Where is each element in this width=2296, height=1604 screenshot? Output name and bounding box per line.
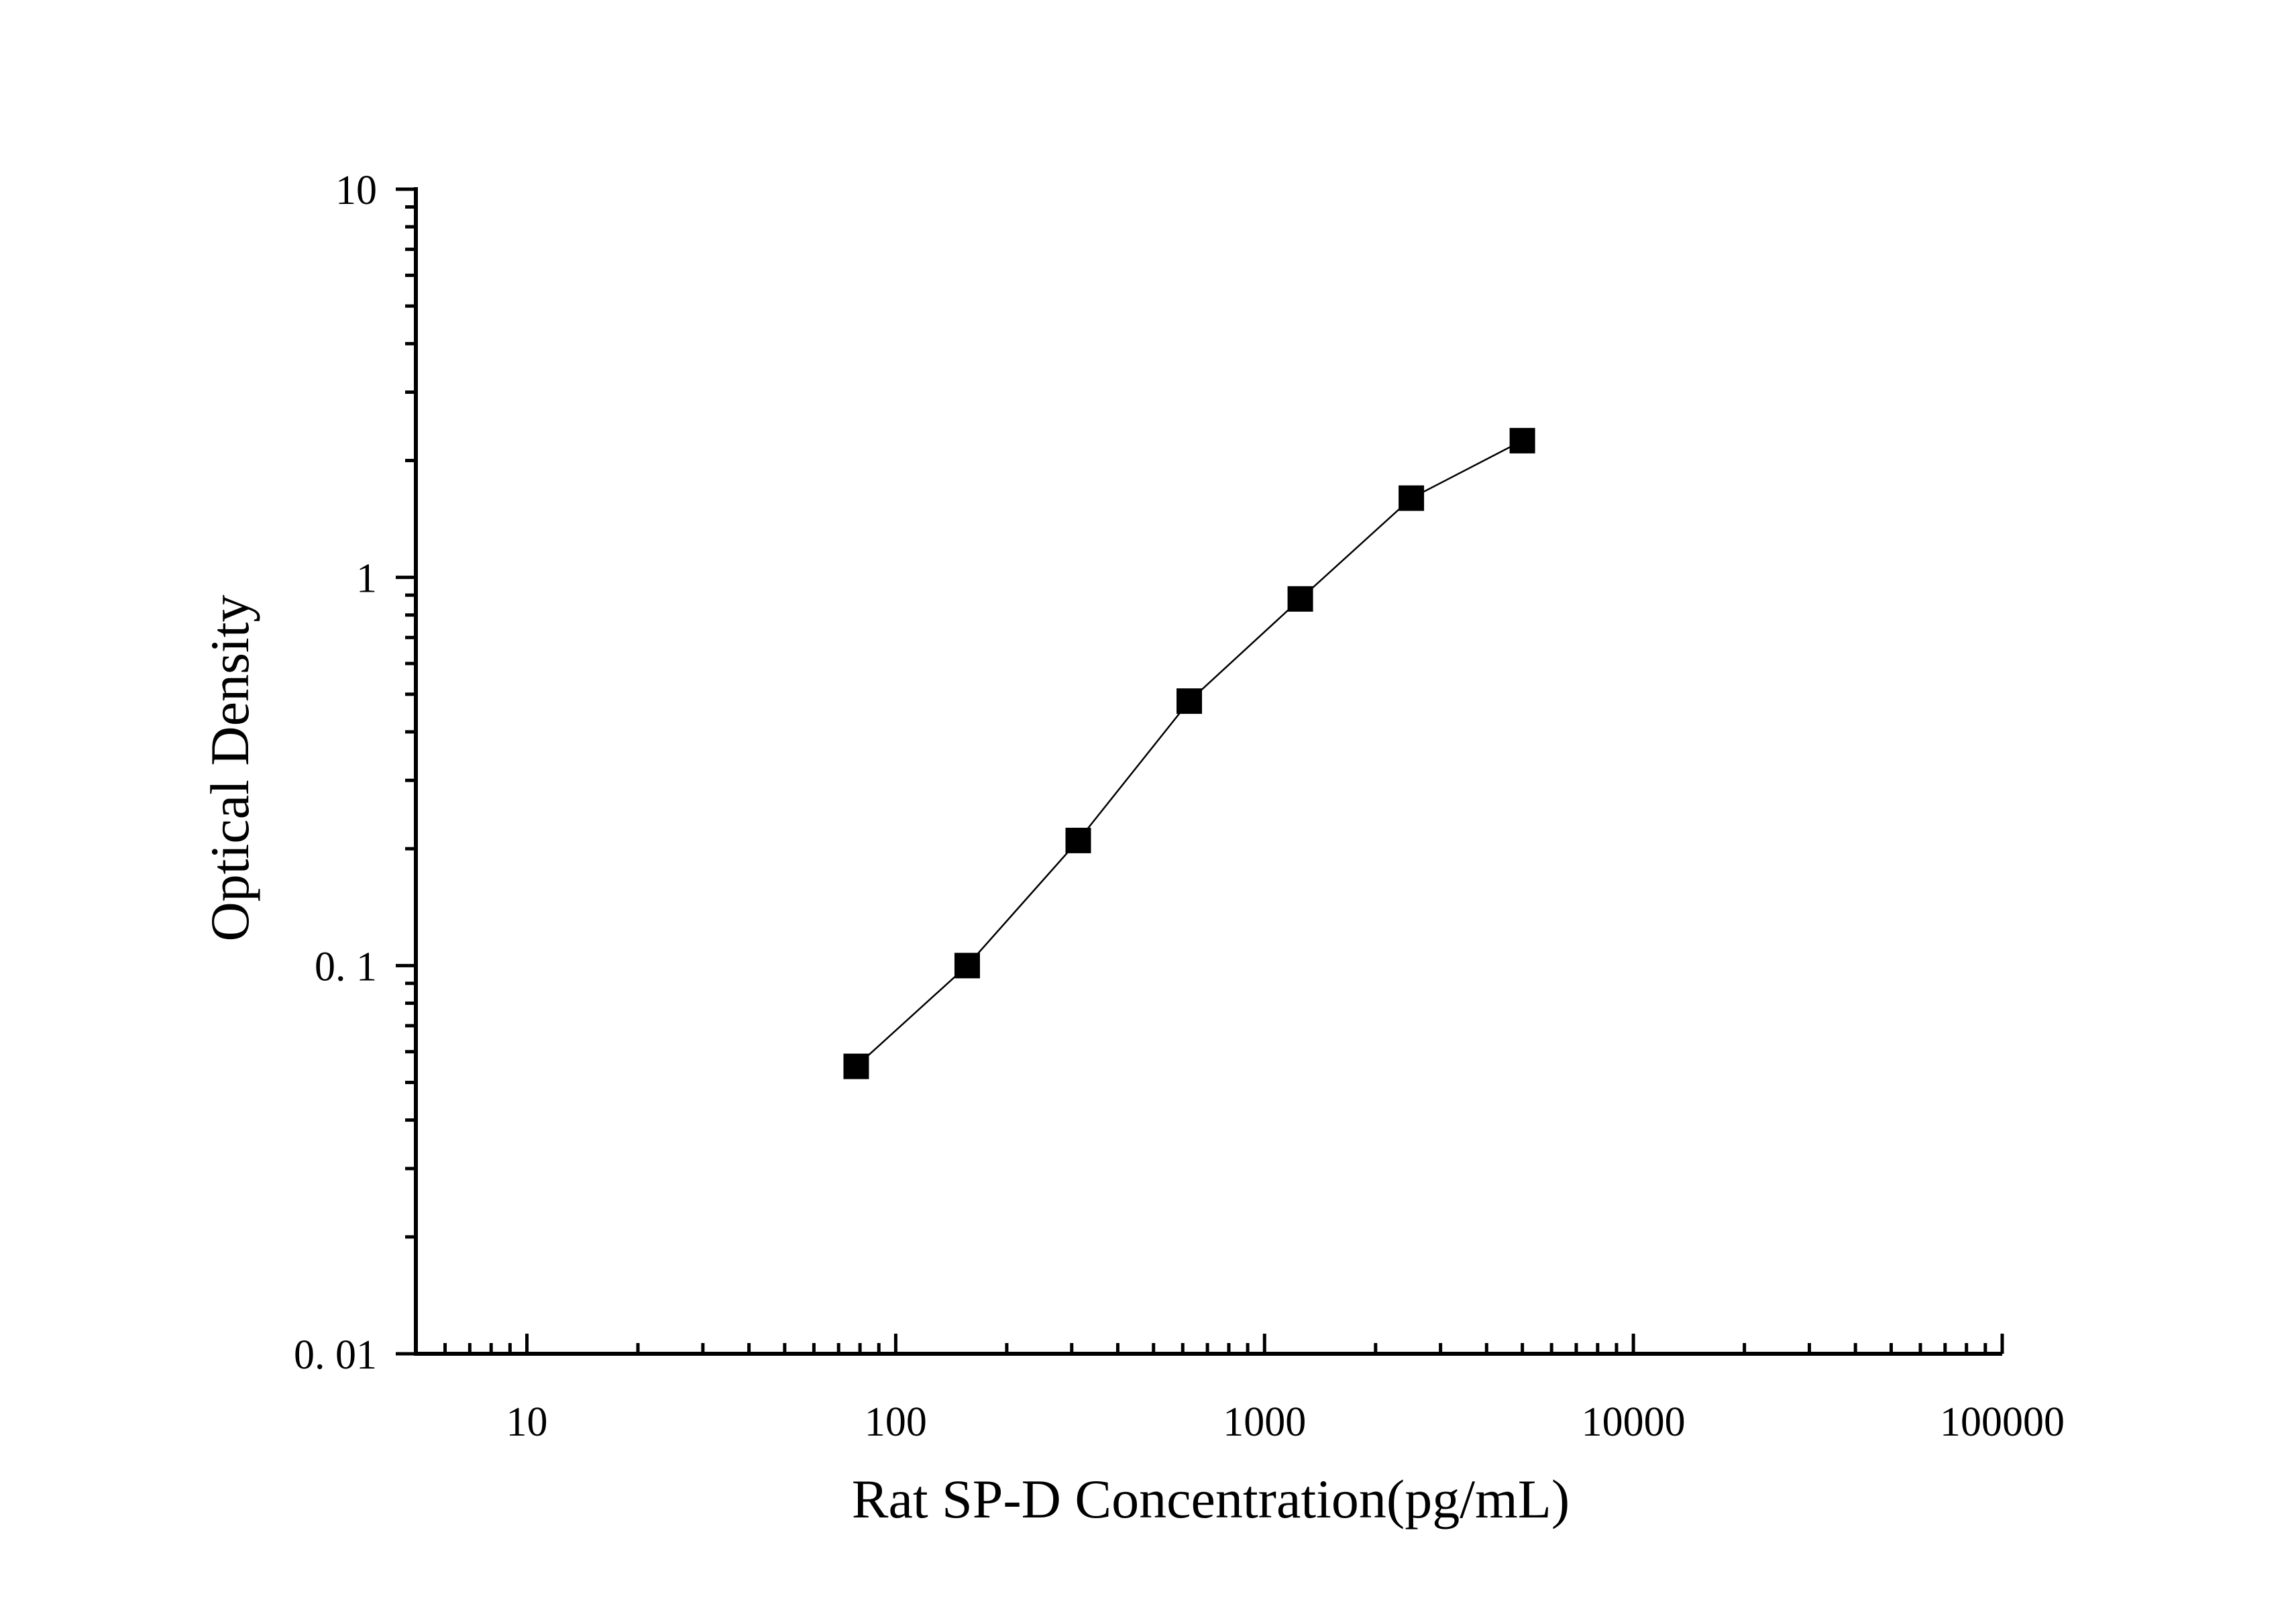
x-axis-ticks: 10 100 1000 10000 100000 (414, 1334, 2065, 1445)
data-point (1065, 827, 1091, 853)
data-point (843, 1053, 869, 1079)
y-tick-label: 0. 01 (294, 1332, 377, 1378)
data-series (843, 427, 1535, 1079)
data-point (1177, 688, 1203, 714)
y-tick-label: 10 (335, 168, 377, 213)
data-point (1287, 586, 1313, 612)
x-tick-label: 100 (865, 1399, 927, 1445)
data-point (1399, 485, 1425, 511)
x-axis-title: Rat SP-D Concentration(pg/mL) (852, 1468, 1570, 1530)
x-tick-label: 10000 (1582, 1399, 1686, 1445)
x-tick-label: 10 (506, 1399, 548, 1445)
data-point (954, 953, 980, 979)
y-tick-label: 0. 1 (315, 944, 377, 990)
y-tick-label: 1 (356, 556, 377, 602)
x-tick-label: 1000 (1223, 1399, 1306, 1445)
data-point (1509, 427, 1535, 453)
axes (414, 187, 2002, 1356)
y-axis-title: Optical Density (199, 595, 260, 942)
y-axis-ticks: 0. 01 0. 1 1 10 (294, 168, 416, 1378)
x-tick-label: 100000 (1940, 1399, 2065, 1445)
